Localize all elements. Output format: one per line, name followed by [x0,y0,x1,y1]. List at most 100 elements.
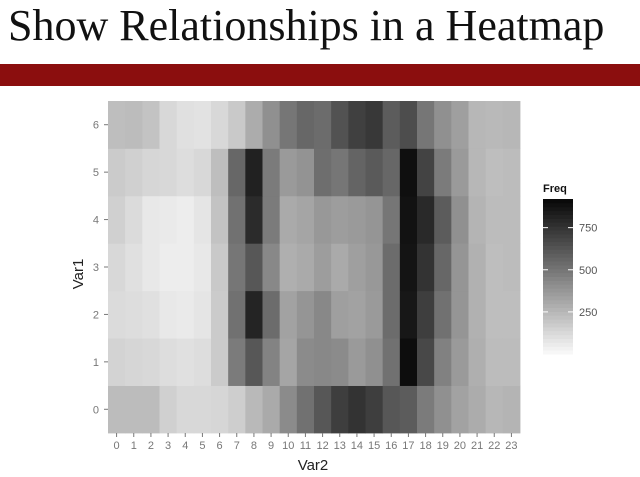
cell-9-6 [262,101,281,149]
cell-20-2 [451,290,469,339]
cell-16-1 [382,338,401,386]
y-tick-label: 0 [93,404,99,416]
cell-18-6 [417,101,435,149]
cell-19-2 [434,290,452,339]
slide-title: Show Relationships in a Heatmap [8,1,605,50]
cell-3-6 [159,101,178,149]
cell-2-3 [142,243,160,292]
cell-0-4 [108,195,126,244]
cell-21-6 [468,101,487,149]
cell-6-2 [211,290,229,339]
cell-13-1 [331,338,349,386]
legend-title: Freq [543,183,567,195]
x-tick-label: 13 [334,440,346,452]
cell-12-1 [314,338,332,386]
cell-15-1 [365,338,384,386]
cell-16-5 [382,148,401,197]
cell-3-1 [159,338,178,386]
legend-color-step [543,233,573,239]
cell-4-4 [176,195,195,244]
cell-18-3 [417,243,435,292]
cell-10-0 [279,385,298,434]
y-tick-label: 6 [93,120,99,132]
x-tick-label: 21 [471,440,483,452]
cell-19-3 [434,243,452,292]
cell-15-4 [365,195,384,244]
cell-10-2 [279,290,298,339]
cell-8-5 [245,148,263,197]
cell-8-0 [245,385,263,434]
legend-color-step [543,202,573,208]
cell-5-3 [193,243,212,292]
cell-13-0 [331,385,349,434]
cell-14-4 [348,195,366,244]
cell-4-1 [176,338,195,386]
cell-18-1 [417,338,435,386]
cell-19-1 [434,338,452,386]
cell-16-6 [382,101,401,149]
cell-23-4 [502,195,521,244]
cell-5-2 [193,290,212,339]
cell-7-4 [228,195,246,244]
cell-2-6 [142,101,160,149]
cell-1-3 [125,243,143,292]
cell-20-1 [451,338,469,386]
x-tick-label: 3 [165,440,171,452]
cell-23-6 [502,101,521,149]
cell-3-0 [159,385,178,434]
legend-color-step [543,237,573,243]
cell-17-3 [399,243,418,292]
cell-17-6 [399,101,418,149]
cell-10-4 [279,195,298,244]
cell-14-3 [348,243,366,292]
cell-2-1 [142,338,160,386]
cell-7-5 [228,148,246,197]
cell-2-5 [142,148,160,197]
x-tick-label: 11 [300,440,311,452]
legend-color-step [543,303,573,308]
legend-color-step [543,334,573,339]
cell-3-4 [159,195,178,244]
cell-23-5 [502,148,521,197]
cell-7-6 [228,101,246,149]
cell-17-4 [399,195,418,244]
x-tick-label: 23 [505,440,517,452]
cell-6-6 [211,101,229,149]
cell-14-2 [348,290,366,339]
cell-15-6 [365,101,384,149]
cell-12-4 [314,195,332,244]
legend-color-step [543,323,573,328]
cell-21-2 [468,290,487,339]
cell-11-0 [296,385,315,434]
cell-9-2 [262,290,281,339]
cell-9-0 [262,385,281,434]
legend-color-step [543,245,573,250]
cell-18-0 [417,385,435,434]
cell-11-2 [296,290,315,339]
cell-22-5 [485,148,504,197]
cell-15-0 [365,385,384,434]
legend-color-step [543,268,573,274]
legend-color-step [543,319,573,324]
cell-22-3 [485,243,504,292]
legend-color-step [543,346,573,351]
cell-7-1 [228,338,246,386]
cell-20-6 [451,101,469,149]
cell-1-1 [125,338,143,386]
cell-1-4 [125,195,143,244]
legend-color-step [543,315,573,320]
cell-13-6 [331,101,349,149]
cell-17-1 [399,338,418,386]
cell-5-1 [193,338,212,386]
cell-23-3 [502,243,521,292]
cell-19-0 [434,385,452,434]
x-tick-label: 0 [114,440,120,452]
x-tick-label: 1 [131,440,137,452]
cell-1-0 [125,385,143,434]
cell-11-5 [296,148,315,197]
x-tick-label: 8 [251,440,257,452]
cell-12-6 [314,101,332,149]
cell-17-0 [399,385,418,434]
legend-color-step [543,276,573,281]
x-tick-label: 12 [316,440,328,452]
